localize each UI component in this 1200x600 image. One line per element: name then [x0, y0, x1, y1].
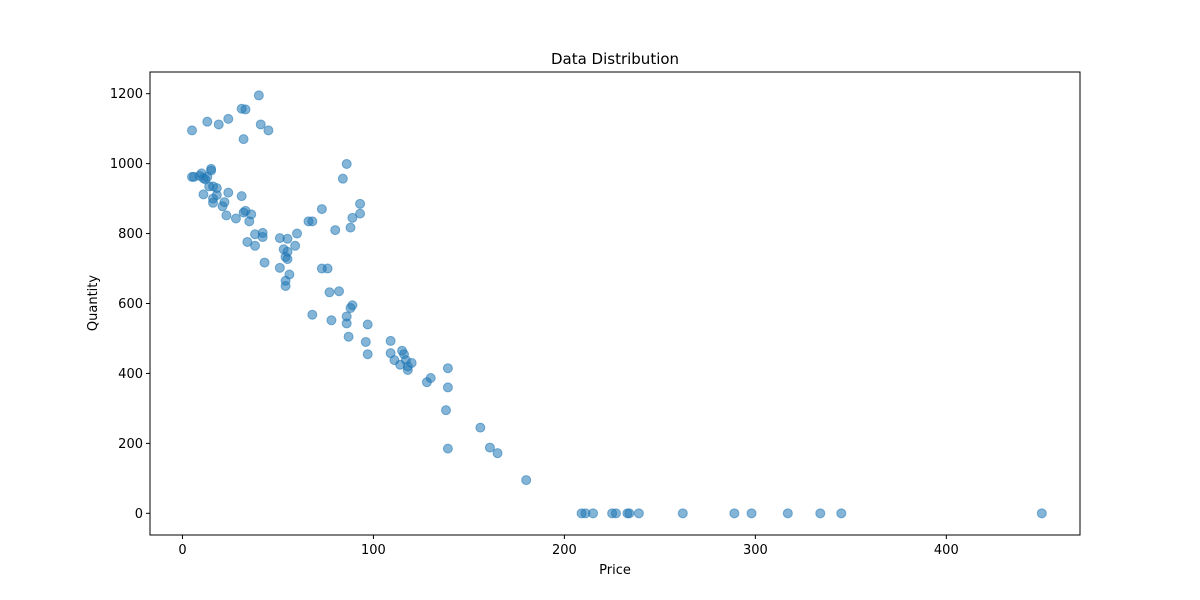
data-point [782, 508, 793, 519]
data-point [746, 508, 757, 519]
data-point [238, 134, 249, 145]
data-point [475, 422, 486, 433]
data-point [282, 254, 293, 265]
data-point [259, 257, 270, 268]
data-point [206, 165, 217, 176]
data-point [484, 442, 495, 453]
data-point [337, 173, 348, 184]
y-axis-label: Quantity [86, 275, 101, 331]
data-point [406, 357, 417, 368]
x-tick-label: 100 [361, 543, 386, 558]
x-tick-label: 400 [934, 543, 959, 558]
data-point [334, 286, 345, 297]
data-point [240, 104, 251, 115]
data-point [362, 349, 373, 360]
data-point [610, 508, 621, 519]
data-point [282, 233, 293, 244]
data-point [385, 335, 396, 346]
data-point [213, 119, 224, 130]
data-point [729, 508, 740, 519]
data-point [341, 158, 352, 169]
x-tick-label: 300 [743, 543, 768, 558]
x-axis-ticks: 0 100 200 300 400 [178, 535, 959, 558]
data-point [360, 336, 371, 347]
data-point [187, 125, 198, 136]
data-point [274, 262, 285, 273]
data-point [341, 318, 352, 329]
data-point [223, 187, 234, 198]
data-point [815, 508, 826, 519]
data-point [316, 204, 327, 215]
data-point [219, 197, 230, 208]
data-point [202, 116, 213, 127]
data-point [198, 189, 209, 200]
x-tick-label: 200 [552, 543, 577, 558]
data-point [322, 263, 333, 274]
data-point [307, 216, 318, 227]
chart-title: Data Distribution [551, 50, 679, 68]
data-point [1036, 508, 1047, 519]
data-point [521, 475, 532, 486]
data-point [255, 119, 266, 130]
data-point [492, 448, 503, 459]
y-tick-label: 600 [118, 297, 143, 312]
y-tick-label: 800 [118, 227, 143, 242]
data-point [624, 508, 635, 519]
y-tick-label: 1000 [110, 157, 143, 172]
data-point [280, 281, 291, 292]
data-point [677, 508, 688, 519]
data-point [836, 508, 847, 519]
data-point [343, 331, 354, 342]
data-point [263, 125, 274, 136]
data-point [588, 508, 599, 519]
data-point [362, 319, 373, 330]
data-point [257, 232, 268, 243]
data-point [208, 197, 219, 208]
y-tick-label: 200 [118, 437, 143, 452]
points-layer [187, 90, 1047, 519]
x-axis-label: Price [599, 563, 631, 578]
data-point [345, 222, 356, 233]
data-point [292, 228, 303, 239]
data-point [425, 372, 436, 383]
data-point [307, 309, 318, 320]
data-point [440, 405, 451, 416]
data-point [442, 363, 453, 374]
data-point [244, 216, 255, 227]
data-point [442, 443, 453, 454]
data-point [324, 287, 335, 298]
data-point [347, 300, 358, 311]
data-point [253, 90, 264, 101]
data-point [633, 508, 644, 519]
x-tick-label: 0 [178, 543, 186, 558]
data-point [230, 213, 241, 224]
data-point [326, 315, 337, 326]
data-point [442, 382, 453, 393]
data-point [236, 191, 247, 202]
data-point [250, 240, 261, 251]
y-tick-label: 0 [135, 507, 143, 522]
data-point [290, 240, 301, 251]
y-tick-label: 1200 [110, 87, 143, 102]
data-point [347, 212, 358, 223]
data-point [355, 208, 366, 219]
data-point [355, 198, 366, 209]
data-point [330, 225, 341, 236]
y-axis-ticks: 0 200 400 600 800 1000 1200 [110, 87, 150, 522]
y-tick-label: 400 [118, 367, 143, 382]
data-point [221, 210, 232, 221]
data-point [223, 113, 234, 124]
